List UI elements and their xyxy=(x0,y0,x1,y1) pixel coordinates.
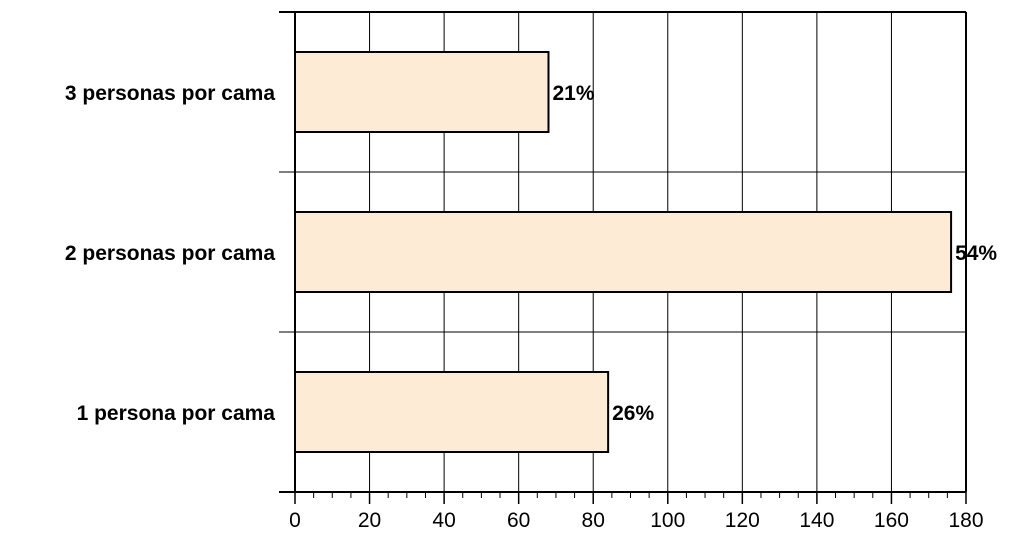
x-tick-label-140: 140 xyxy=(799,509,834,532)
x-tick-label-0: 0 xyxy=(289,509,301,532)
x-tick-label-180: 180 xyxy=(948,509,983,532)
category-label-2: 2 personas por cama xyxy=(65,242,275,265)
data-label-2: 54% xyxy=(955,242,997,265)
data-label-3: 26% xyxy=(612,402,654,425)
x-tick-label-160: 160 xyxy=(874,509,909,532)
x-tick-label-40: 40 xyxy=(432,509,455,532)
bar-2 xyxy=(294,211,953,293)
x-tick-label-80: 80 xyxy=(582,509,605,532)
category-label-1: 3 personas por cama xyxy=(65,82,275,105)
x-tick-label-120: 120 xyxy=(725,509,760,532)
bar-3 xyxy=(294,371,610,453)
x-tick-label-20: 20 xyxy=(358,509,381,532)
bars xyxy=(294,51,953,453)
x-tick-label-60: 60 xyxy=(507,509,530,532)
bar-1 xyxy=(294,51,550,133)
labels: 21% 3 personas por cama 54% 2 personas por … xyxy=(65,82,998,532)
category-label-3: 1 persona por cama xyxy=(77,402,276,425)
data-label-1: 21% xyxy=(552,82,594,105)
x-tick-label-100: 100 xyxy=(650,509,685,532)
axes xyxy=(279,11,967,504)
